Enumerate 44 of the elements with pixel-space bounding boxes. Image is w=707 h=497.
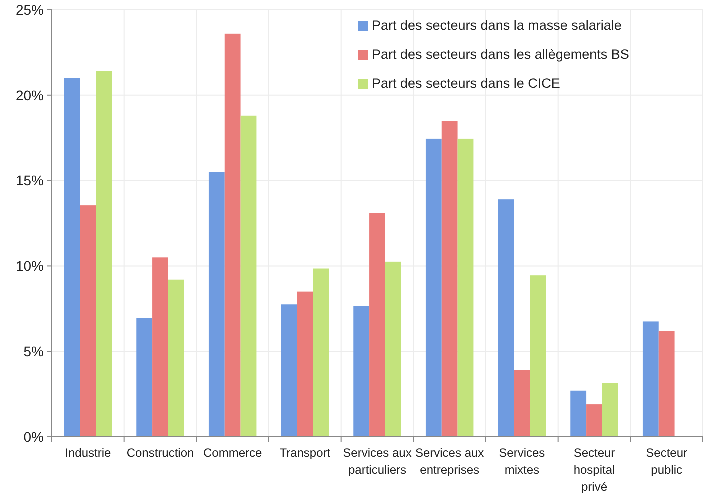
- y-tick-label: 10%: [16, 258, 44, 274]
- bar: [136, 318, 153, 437]
- bar: [658, 331, 675, 437]
- bar: [370, 213, 386, 437]
- bar: [281, 304, 298, 437]
- legend-label: Part des secteurs dans les allègements BS: [372, 47, 630, 62]
- bar: [586, 404, 602, 437]
- legend-label: Part des secteurs dans la masse salariale: [372, 18, 622, 33]
- bar: [240, 116, 257, 437]
- bar: [442, 121, 458, 437]
- y-tick-label: 0%: [24, 428, 44, 445]
- bar: [80, 206, 96, 437]
- bar: [530, 276, 546, 437]
- x-tick-label: Services aux particuliers: [343, 446, 412, 477]
- bar: [642, 322, 659, 437]
- bar: [313, 268, 330, 437]
- bar: [458, 138, 474, 437]
- y-tick-label: 15%: [16, 172, 44, 189]
- y-tick-label: 25%: [16, 2, 44, 18]
- bar: [208, 172, 225, 437]
- bar: [64, 78, 80, 437]
- bar: [96, 71, 112, 437]
- x-tick-label: Secteur hospital privé: [574, 446, 616, 494]
- x-tick-label: Industrie: [65, 446, 112, 460]
- x-tick-label: Services aux entreprises: [415, 446, 484, 477]
- x-tick-label: Secteur public: [646, 446, 688, 477]
- bar: [514, 370, 530, 437]
- x-tick-label: Services mixtes: [499, 446, 546, 477]
- bar: [385, 262, 402, 437]
- x-tick-label: Commerce: [203, 446, 262, 460]
- bar: [354, 306, 370, 437]
- y-tick-label: 20%: [16, 87, 44, 104]
- bar: [297, 292, 314, 437]
- y-tick-label: 5%: [24, 344, 44, 360]
- x-tick-label: Construction: [126, 446, 194, 460]
- bar: [168, 280, 184, 437]
- bar: [426, 138, 442, 437]
- bar: [602, 383, 618, 437]
- bar: [570, 390, 587, 437]
- bar: [498, 200, 514, 437]
- bar: [152, 258, 168, 437]
- bar: [224, 34, 241, 437]
- legend-label: Part des secteurs dans le CICE: [372, 76, 560, 91]
- x-tick-label: Transport: [280, 446, 332, 460]
